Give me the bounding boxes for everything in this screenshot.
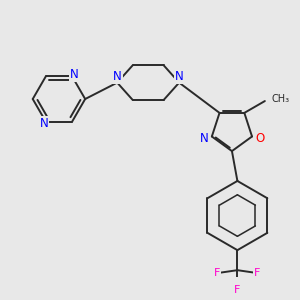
- Text: N: N: [200, 132, 208, 145]
- Text: CH₃: CH₃: [272, 94, 290, 104]
- Text: F: F: [254, 268, 261, 278]
- Text: N: N: [40, 117, 48, 130]
- Text: N: N: [175, 70, 184, 83]
- Text: O: O: [255, 132, 265, 145]
- Text: N: N: [113, 70, 122, 83]
- Text: F: F: [234, 285, 241, 295]
- Text: N: N: [70, 68, 78, 81]
- Text: F: F: [214, 268, 220, 278]
